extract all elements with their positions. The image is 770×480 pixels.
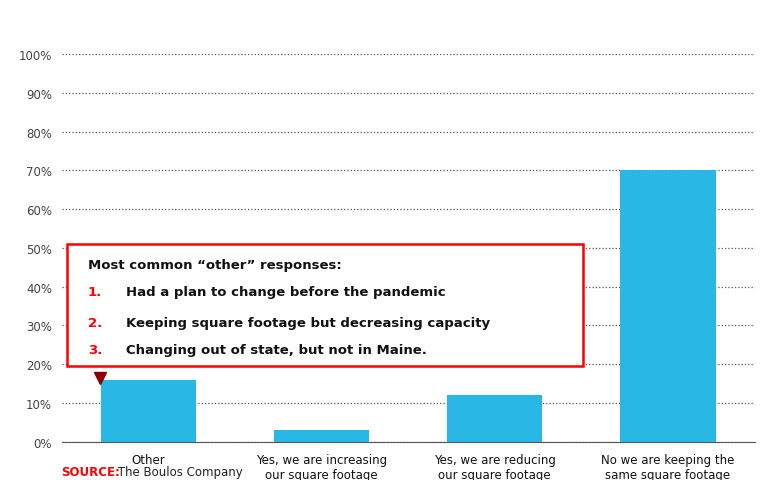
Bar	[101, 380, 196, 442]
Text: The Boulos Company: The Boulos Company	[114, 465, 243, 478]
Bar	[274, 430, 369, 442]
Bar	[447, 395, 542, 442]
Text: 2.: 2.	[88, 316, 102, 329]
Text: Changing out of state, but not in Maine.: Changing out of state, but not in Maine.	[126, 343, 427, 356]
Bar	[67, 244, 583, 366]
Text: Most common “other” responses:: Most common “other” responses:	[88, 258, 341, 271]
Text: Keeping square footage but decreasing capacity: Keeping square footage but decreasing ca…	[126, 316, 490, 329]
Bar	[621, 171, 715, 442]
Text: 3.: 3.	[88, 343, 102, 356]
Text: 1.: 1.	[88, 285, 102, 298]
Text: SOURCE:: SOURCE:	[62, 465, 120, 478]
Text: Had a plan to change before the pandemic: Had a plan to change before the pandemic	[126, 285, 445, 298]
Text: IS YOUR COMPANY PLANNING TO CHANGE ITS OFFICE SIZE DUE TO COVID-19 CONCERNS?: IS YOUR COMPANY PLANNING TO CHANGE ITS O…	[16, 15, 754, 30]
